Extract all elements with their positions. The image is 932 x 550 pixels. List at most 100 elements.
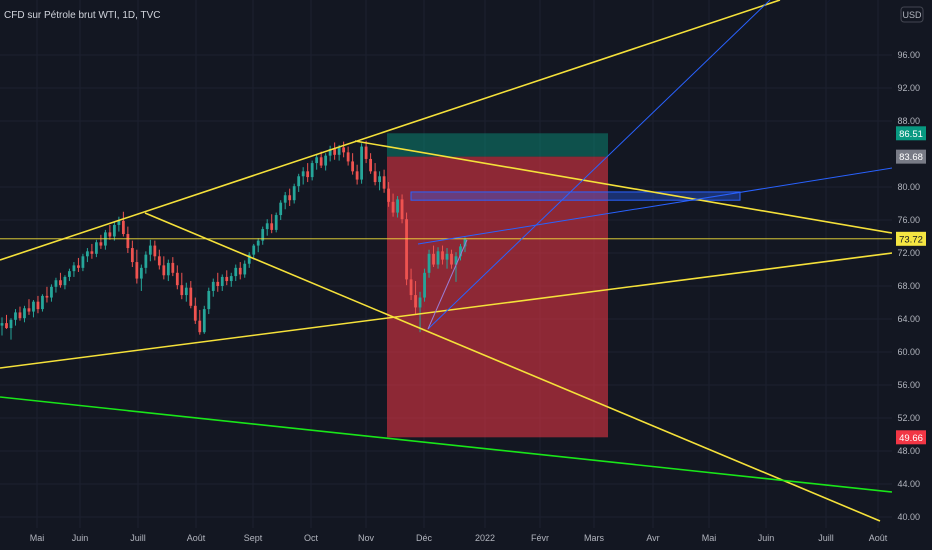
price-tick-label: 80.00 — [897, 182, 920, 192]
candle-body — [337, 147, 341, 155]
candle-body — [445, 253, 449, 260]
time-tick-label: Mai — [702, 533, 717, 543]
candle-body — [441, 251, 444, 260]
price-tick-label: 72.00 — [897, 248, 920, 258]
candle-body — [175, 272, 179, 286]
price-axis[interactable]: 96.00 92.00 88.00 80.00 76.00 72.00 68.00 64.00… — [892, 0, 932, 550]
candle-body — [418, 297, 422, 308]
candle-body — [459, 246, 462, 257]
candle-body — [18, 312, 22, 319]
candle-body — [274, 215, 278, 230]
candle-body — [265, 223, 269, 230]
time-tick-label: Mars — [584, 533, 604, 543]
candle-body — [382, 176, 386, 189]
green-support-line — [0, 396, 893, 493]
candle-body — [211, 281, 215, 291]
candle-body — [50, 286, 53, 298]
candle-body — [432, 253, 435, 265]
time-tick-label: Août — [187, 533, 206, 543]
price-tick-label: 40.00 — [897, 512, 920, 522]
candle-body — [423, 272, 426, 298]
trendlines — [0, 0, 893, 522]
candle-body — [9, 319, 13, 329]
candle-body — [27, 308, 31, 312]
time-tick-label: Août — [869, 533, 888, 543]
candle-body — [229, 276, 233, 282]
price-tick-label: 88.00 — [897, 116, 920, 126]
candle-body — [193, 305, 197, 321]
price-tag — [896, 126, 926, 141]
candle-body — [324, 155, 328, 166]
candle-body — [220, 276, 224, 286]
price-tag — [896, 430, 926, 445]
candle-body — [112, 224, 116, 237]
candle-body — [463, 238, 467, 247]
resistance-zone — [410, 191, 741, 201]
candle-body — [315, 157, 319, 164]
candle-body — [270, 223, 274, 230]
time-tick-label: Mai — [30, 533, 45, 543]
candle-body — [400, 199, 404, 220]
candle-body — [346, 152, 350, 162]
candle-body — [297, 176, 301, 187]
candle-body — [135, 262, 139, 279]
candle-body — [59, 280, 62, 286]
candle-body — [409, 279, 413, 296]
candle-body — [108, 232, 112, 237]
price-tag-label: 86.51 — [899, 129, 923, 140]
position-boxes — [387, 133, 741, 438]
price-tick-label: 64.00 — [897, 314, 920, 324]
candle-body — [189, 287, 193, 306]
candle-body — [41, 295, 44, 310]
price-tick-label: 60.00 — [897, 347, 920, 357]
currency-badge[interactable]: USD — [900, 6, 924, 23]
candle-body — [243, 263, 247, 275]
candle-body — [364, 146, 368, 159]
candle-body — [198, 320, 202, 333]
channel-bottom-line — [0, 252, 893, 369]
candle-body — [162, 265, 166, 276]
candle-body — [23, 308, 26, 319]
stop-zone — [387, 133, 608, 157]
price-tags: 86.51 83.68 73.72 49.66 — [896, 126, 926, 445]
price-tick-label: 56.00 — [897, 380, 920, 390]
price-tag-label: 49.66 — [899, 433, 923, 444]
candle-body — [360, 146, 364, 180]
price-tick-label: 96.00 — [897, 50, 920, 60]
candle-body — [306, 171, 310, 178]
candle-body — [130, 248, 134, 263]
candle-body — [333, 149, 337, 155]
candle-body — [126, 234, 130, 249]
candle-body — [86, 251, 89, 257]
chart-title: CFD sur Pétrole brut WTI, 1D, TVC — [4, 10, 161, 21]
candle-body — [14, 312, 17, 320]
time-tick-label: Févr — [531, 533, 549, 543]
candle-body — [157, 256, 161, 266]
price-tick-label: 76.00 — [897, 215, 920, 225]
candle-body — [378, 176, 381, 183]
channel-top-line — [0, 0, 781, 261]
candle-body — [373, 171, 377, 183]
candle-body — [342, 147, 346, 153]
candle-body — [427, 253, 431, 273]
price-tick-label: 92.00 — [897, 83, 920, 93]
candle-body — [247, 254, 251, 264]
candle-body — [414, 295, 417, 308]
candle-body — [369, 158, 372, 172]
candle-body — [252, 245, 256, 255]
candle-body — [68, 271, 71, 277]
candle-body — [121, 220, 125, 235]
blue-trend-line — [417, 167, 893, 245]
candle-body — [54, 280, 58, 287]
price-tag — [896, 231, 926, 246]
candle-body — [184, 287, 188, 296]
candle-body — [387, 188, 390, 202]
time-tick-label: Juin — [72, 533, 89, 543]
candle-body — [202, 309, 206, 333]
descending-line-2 — [144, 212, 881, 522]
candle-body — [261, 229, 265, 241]
time-axis[interactable]: Mai Juin Juill Août Sept Oct Nov Déc 2022 Févr Mar… — [30, 533, 888, 543]
time-tick-label: Juill — [130, 533, 146, 543]
candle-body — [328, 149, 332, 156]
